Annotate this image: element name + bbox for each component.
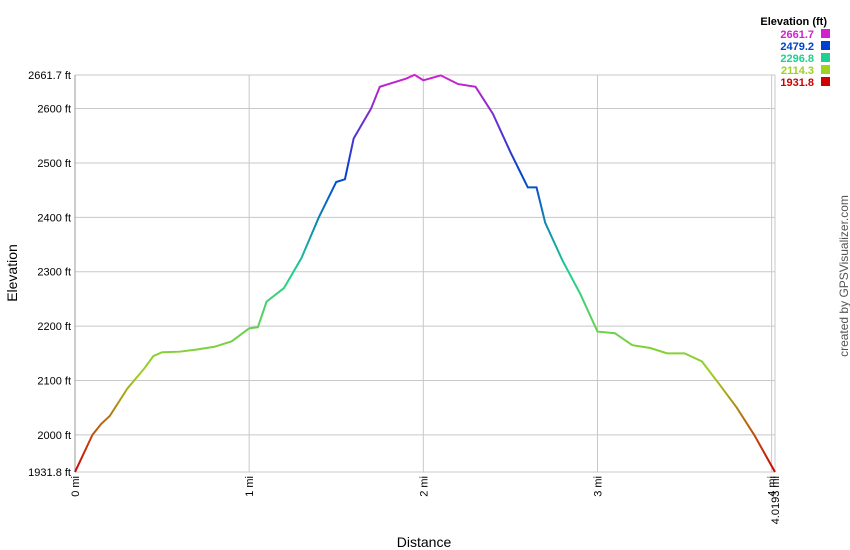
legend-swatch [821, 41, 830, 50]
legend-label: 2114.3 [781, 65, 814, 77]
y-tick-label: 2300 ft [37, 267, 71, 279]
y-tick-label: 2100 ft [37, 376, 71, 388]
x-tick-label: 1 mi [244, 476, 256, 497]
y-tick-label: 2500 ft [37, 158, 71, 170]
y-axis-label: Elevation [4, 244, 20, 302]
credit: created by GPSVisualizer.com [837, 195, 850, 357]
y-tick-label: 2400 ft [37, 212, 71, 224]
y-tick-label: 2661.7 ft [28, 70, 71, 82]
legend-label: 1931.8 [780, 77, 814, 89]
legend-swatch [821, 29, 830, 38]
y-tick-label: 2200 ft [37, 321, 71, 333]
x-tick-label: 4 mi [767, 476, 779, 497]
x-tick-label: 3 mi [592, 476, 604, 497]
x-tick-label: 0 mi [70, 476, 82, 497]
legend-title: Elevation (ft) [760, 16, 827, 28]
elevation-line [74, 73, 776, 473]
x-axis-label: Distance [397, 534, 452, 550]
x-tick-label: 4.0193 mi [770, 476, 782, 524]
y-tick-label: 2000 ft [37, 430, 71, 442]
y-tick-label: 1931.8 ft [28, 467, 71, 479]
legend-swatch [821, 53, 830, 62]
legend-label: 2661.7 [780, 29, 814, 41]
legend-swatch [821, 77, 830, 86]
y-tick-label: 2600 ft [37, 104, 71, 116]
legend-label: 2296.8 [780, 53, 814, 65]
legend-swatch [821, 65, 830, 74]
x-tick-label: 2 mi [418, 476, 430, 497]
legend-label: 2479.2 [780, 41, 814, 53]
